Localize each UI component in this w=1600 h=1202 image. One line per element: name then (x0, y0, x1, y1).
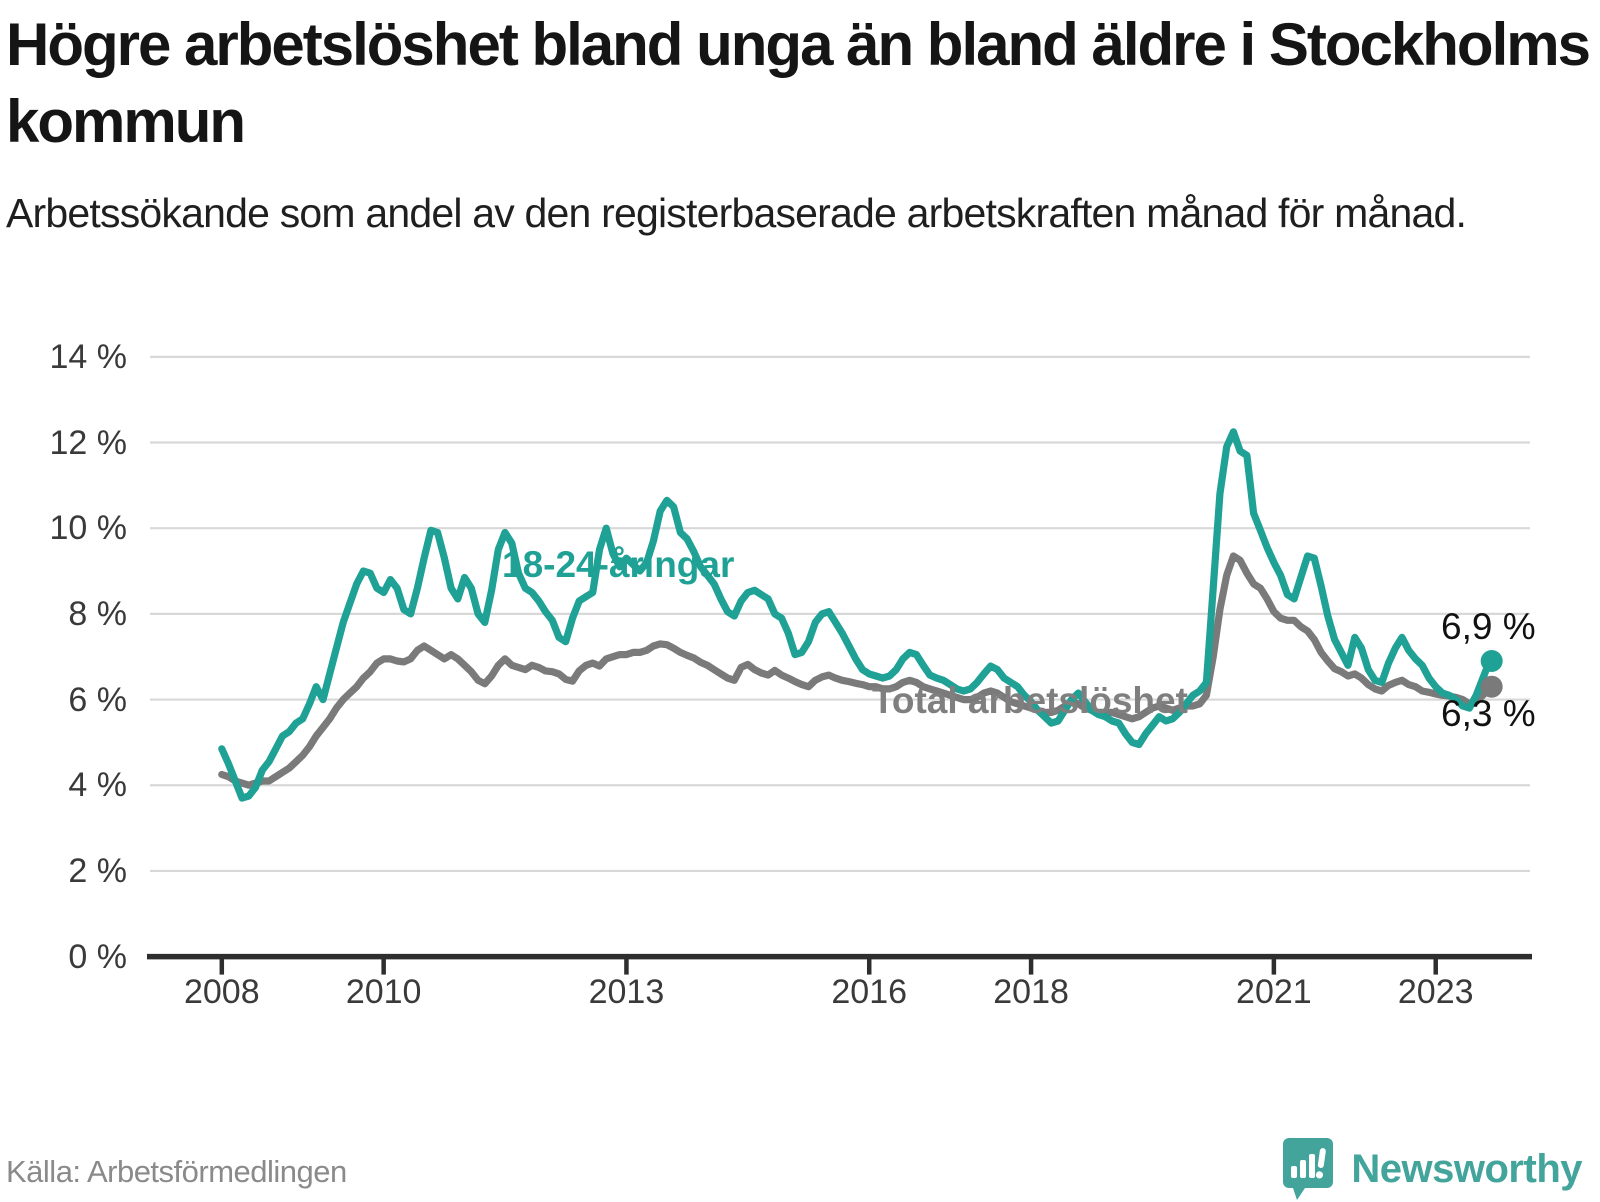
chart-canvas (147, 355, 1532, 975)
y-tick-label: 0 % (68, 937, 127, 976)
y-tick-label: 6 % (68, 680, 127, 719)
x-tick-label: 2013 (588, 973, 665, 1011)
source-credit: Källa: Arbetsförmedlingen (6, 1154, 347, 1189)
line-chart: 14 % 12 % 10 % 8 % 6 % 4 % 2 % 0 % 2008 2010 2013… (0, 330, 1600, 1030)
brand-name: Newsworthy (1351, 1146, 1582, 1191)
series-label-18-24: 18-24-åringar (502, 544, 735, 585)
y-tick-label: 12 % (49, 423, 128, 462)
x-tick-label: 2008 (183, 973, 260, 1011)
brand-logo: Newsworthy (1281, 1136, 1582, 1202)
y-tick-label: 2 % (68, 851, 127, 890)
x-tick-label: 2021 (1236, 973, 1312, 1011)
x-tick-label: 2016 (831, 973, 908, 1011)
end-value-label-18-24: 6,9 % (1441, 606, 1536, 647)
page-title: Högre arbetslöshet bland unga än bland ä… (6, 11, 1591, 155)
end-value-label-total: 6,3 % (1441, 693, 1536, 734)
y-tick-label: 10 % (49, 509, 128, 548)
x-tick-label: 2018 (993, 973, 1069, 1011)
x-tick-label: 2010 (345, 973, 422, 1011)
y-tick-label: 4 % (68, 766, 127, 805)
y-tick-label: 14 % (49, 337, 128, 376)
newsworthy-icon (1283, 1138, 1334, 1200)
x-tick-label: 2023 (1397, 973, 1474, 1011)
chart-subtitle: Arbetssökande som andel av den registerb… (6, 190, 1467, 236)
series-label-total: Total arbetslöshet (872, 680, 1188, 721)
y-tick-label: 8 % (68, 594, 127, 633)
